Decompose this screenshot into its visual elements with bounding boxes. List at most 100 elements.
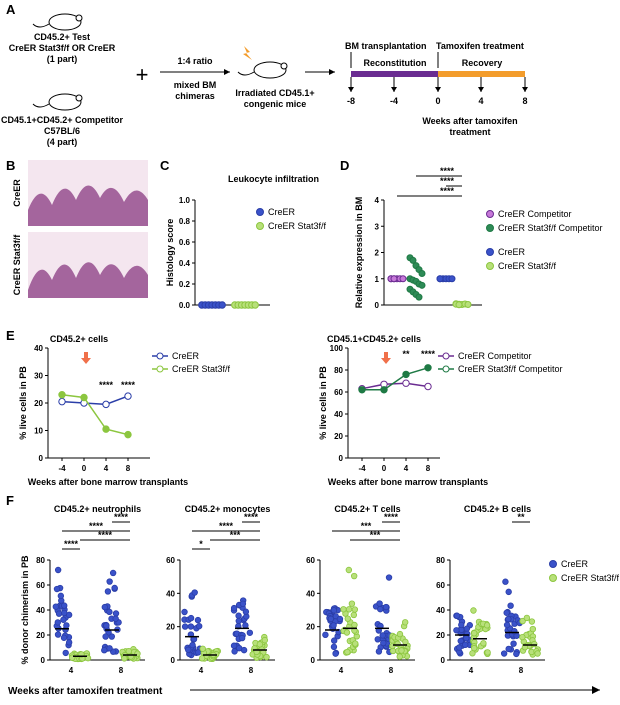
data-point bbox=[456, 644, 463, 651]
data-point bbox=[380, 639, 387, 647]
chimera-line-1: mixed BM bbox=[174, 80, 217, 90]
data-point bbox=[418, 270, 426, 277]
test-line-1: CD45.2+ Test bbox=[34, 32, 90, 42]
data-point bbox=[398, 647, 405, 654]
timeline-tick-label: -8 bbox=[347, 96, 355, 106]
panel-b-letter: B bbox=[6, 158, 15, 173]
data-point bbox=[455, 301, 463, 309]
data-point bbox=[58, 391, 66, 399]
data-point bbox=[519, 617, 526, 625]
recovery-bar bbox=[438, 71, 525, 77]
data-point bbox=[327, 615, 335, 623]
data-point bbox=[385, 574, 393, 581]
data-point bbox=[124, 430, 132, 439]
data-point bbox=[80, 393, 88, 402]
legend-marker bbox=[156, 352, 164, 360]
data-point bbox=[60, 616, 67, 623]
flow-arrowhead bbox=[329, 69, 335, 75]
y-tick-label: 60 bbox=[166, 556, 175, 565]
y-tick-label: 40 bbox=[34, 344, 43, 353]
significance-label: **** bbox=[99, 380, 114, 390]
data-point bbox=[246, 629, 254, 636]
data-point bbox=[344, 615, 351, 622]
significance-label: **** bbox=[89, 521, 104, 531]
data-point bbox=[464, 300, 472, 308]
chart-title: Leukocyte infiltration bbox=[228, 174, 319, 184]
tamoxifen-label: Tamoxifen treatment bbox=[436, 41, 524, 51]
competitor-mouse-icon bbox=[32, 93, 83, 111]
data-point bbox=[181, 623, 189, 630]
panel-b: B CreER CreER Stat3f/f bbox=[6, 158, 148, 298]
data-point bbox=[239, 600, 247, 607]
panel-f-arrowhead bbox=[592, 686, 600, 694]
y-tick-label: 0 bbox=[311, 656, 316, 665]
competitor-line-3: (4 part) bbox=[47, 137, 78, 147]
data-point bbox=[376, 600, 383, 607]
y-tick-label: 20 bbox=[166, 623, 175, 632]
data-point bbox=[390, 275, 398, 283]
ratio-arrowhead bbox=[224, 69, 230, 75]
data-point bbox=[409, 256, 417, 264]
data-point bbox=[238, 634, 246, 642]
data-point bbox=[194, 616, 202, 624]
recipient-mouse-icon bbox=[237, 61, 288, 79]
data-point bbox=[529, 625, 537, 633]
y-tick-label: 0.8 bbox=[179, 217, 191, 226]
data-point bbox=[218, 301, 226, 309]
data-point bbox=[108, 633, 115, 640]
y-tick-label: 40 bbox=[166, 589, 175, 598]
timeline-tick-label: -4 bbox=[390, 96, 398, 106]
data-point bbox=[332, 650, 339, 657]
y-tick-label: 0.6 bbox=[179, 238, 191, 247]
y-tick-label: 0 bbox=[441, 656, 446, 665]
series-line bbox=[61, 394, 129, 436]
y-axis-label: Histology score bbox=[165, 219, 175, 287]
significance-label: **** bbox=[421, 349, 436, 359]
data-point bbox=[235, 617, 242, 625]
x-tick-label: 8 bbox=[519, 666, 524, 675]
lightning-icon bbox=[243, 46, 252, 60]
y-tick-label: 40 bbox=[436, 606, 445, 615]
data-point bbox=[101, 603, 109, 611]
data-point bbox=[484, 649, 491, 656]
significance-label: ** bbox=[402, 349, 410, 359]
reconstitution-label: Reconstitution bbox=[364, 58, 427, 68]
data-point bbox=[187, 614, 195, 622]
x-tick-label: 0 bbox=[82, 464, 87, 473]
y-tick-label: 1.0 bbox=[179, 196, 191, 205]
chart-title: CD45.2+ T cells bbox=[334, 504, 400, 514]
legend-creer-marker bbox=[486, 248, 494, 256]
x-tick-label: -4 bbox=[358, 464, 366, 473]
x-tick-label: -4 bbox=[58, 464, 66, 473]
data-point bbox=[375, 648, 383, 655]
x-tick-label: 8 bbox=[119, 666, 124, 675]
data-point bbox=[351, 621, 358, 629]
data-point bbox=[125, 647, 133, 655]
timeline-tick-arrowhead bbox=[348, 87, 354, 92]
data-point bbox=[242, 608, 250, 615]
data-point bbox=[54, 566, 62, 574]
significance-label: **** bbox=[114, 512, 129, 522]
data-point bbox=[503, 621, 511, 629]
competitor-line-1: CD45.1+CD45.2+ Competitor bbox=[1, 115, 124, 125]
data-point bbox=[256, 641, 264, 648]
panel-c-chart: Leukocyte infiltration 0.0 0.2 0.4 0.6 0.8 1.0… bbox=[165, 174, 327, 310]
test-line-3: (1 part) bbox=[47, 54, 78, 64]
x-axis-label: Weeks after bone marrow transplants bbox=[28, 477, 188, 487]
irradiated-line-1: Irradiated CD45.1+ bbox=[235, 88, 314, 98]
timeline-tick-label: 4 bbox=[478, 96, 483, 106]
y-tick-label: 100 bbox=[330, 344, 344, 353]
legend-stat3-label: CreER Stat3f/f bbox=[268, 221, 327, 231]
panel-a-letter: A bbox=[6, 2, 16, 17]
data-point bbox=[336, 615, 344, 623]
data-point bbox=[348, 600, 356, 607]
data-point bbox=[350, 572, 358, 580]
y-tick-label: 60 bbox=[334, 388, 343, 397]
data-point bbox=[510, 640, 517, 647]
x-tick-label: 4 bbox=[339, 666, 344, 675]
data-point bbox=[62, 649, 69, 657]
data-point bbox=[330, 637, 338, 644]
